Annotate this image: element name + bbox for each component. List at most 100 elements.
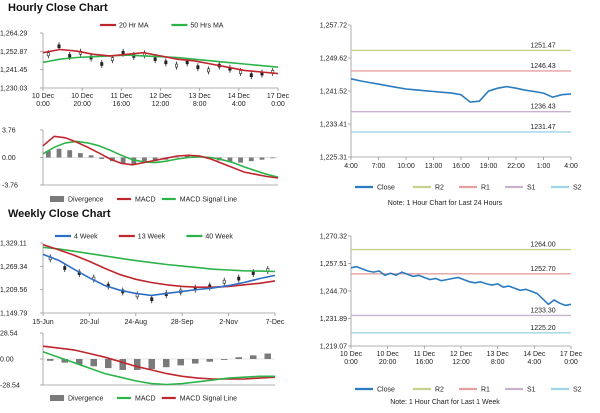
- hourly-macd-divergence-bar: [45, 150, 51, 158]
- hourly-ma-candle: [100, 62, 104, 66]
- hourly-macd-divergence-bar: [99, 157, 105, 159]
- hourly-close-xtick-label: 13:00: [425, 163, 443, 170]
- weekly-close-level-label: 1225.20: [530, 325, 555, 332]
- weekly-close-xtick-label: 20:00: [379, 359, 397, 366]
- weekly-ma-candle: [63, 266, 67, 270]
- hourly-close-level-label: 1231.47: [530, 124, 555, 131]
- weekly-ma-xtick-label: 7-Dec: [266, 319, 285, 326]
- hourly-macd-ytick-label: 0.00: [2, 155, 16, 162]
- hourly-ma-legend-label: 50 Hrs MA: [190, 23, 223, 30]
- weekly-macd-divergence-bar: [206, 359, 214, 362]
- weekly-macd-signal-line: [42, 345, 276, 380]
- hourly-ma-candle: [68, 54, 72, 58]
- weekly-macd-divergence-bar: [191, 359, 199, 364]
- hourly-macd-ytick-label: 3.76: [2, 128, 16, 135]
- weekly-section-title: Weekly Close Chart: [8, 208, 111, 220]
- hourly-ma-candle: [207, 68, 211, 73]
- weekly-ma-xtick-label: 28-Sep: [171, 319, 194, 326]
- hourly-macd-divergence-bar: [227, 157, 233, 162]
- hourly-close-legend-label: S1: [527, 185, 536, 192]
- hourly-close-xtick-label: 16:00: [452, 163, 470, 170]
- hourly-ma-candle: [249, 73, 253, 78]
- hourly-note: Note: 1 Hour Chart for Last 24 Hours: [387, 200, 503, 207]
- weekly-macd-divergence-bar: [177, 359, 185, 366]
- weekly-close-close-line: [350, 265, 572, 307]
- hourly-ma-xtick-label: 10 Dec: [32, 93, 55, 100]
- weekly-close-ytick-label: 1,231.89: [320, 316, 347, 323]
- hourly-ma-candle: [110, 57, 114, 61]
- weekly-close-xtick-label: 10 Dec: [340, 351, 363, 358]
- hourly-ma-xtick-label: 10 Dec: [71, 93, 94, 100]
- weekly-macd-ytick-label: 28.54: [0, 331, 18, 338]
- hourly-ma-xtick-label: 17 Dec: [267, 93, 290, 100]
- hourly-ma-ytick-label: 1,241.45: [0, 67, 27, 74]
- hourly-macd-divergence-bar: [88, 155, 94, 158]
- hourly-close-ytick-label: 1,241.52: [320, 89, 347, 96]
- weekly-close-xtick-label: 16:00: [416, 359, 434, 366]
- weekly-close-legend-label: S2: [573, 387, 582, 394]
- weekly-close-legend-label: S1: [527, 387, 536, 394]
- weekly-ma-40wk-line: [42, 246, 276, 273]
- hourly-close-legend-label: S2: [573, 185, 582, 192]
- hourly-macd-divergence-bar: [56, 148, 62, 158]
- hourly-ma-ytick-label: 1,264.29: [0, 31, 27, 38]
- hourly-macd-ytick-label: -3.76: [2, 183, 18, 190]
- hourly-macd-divergence-bar: [77, 153, 83, 158]
- weekly-macd-divergence-bar: [249, 355, 257, 359]
- hourly-ma-candle: [185, 60, 189, 65]
- weekly-ma-xtick-label: 2-Nov: [219, 319, 238, 326]
- hourly-close-ytick-label: 1,225.31: [320, 155, 347, 162]
- hourly-ma-50hr-line: [42, 54, 279, 68]
- hourly-ma-ytick-label: 1,230.03: [0, 86, 27, 93]
- weekly-close-xtick-label: 0:00: [564, 359, 578, 366]
- hourly-ma-xtick-label: 14 Dec: [228, 93, 251, 100]
- hourly-close-legend-label: Close: [377, 185, 395, 192]
- hourly-close-legend-label: R2: [435, 185, 444, 192]
- weekly-close-xtick-label: 12 Dec: [450, 351, 473, 358]
- weekly-close-level-label: 1252.70: [530, 266, 555, 273]
- weekly-macd-divergence-bar: [148, 359, 156, 370]
- weekly-close-level-label: 1233.30: [530, 307, 555, 314]
- hourly-ma-candle: [57, 44, 61, 49]
- hourly-ma-xtick-label: 20:00: [73, 101, 91, 108]
- hourly-macd-legend-swatch: [50, 196, 64, 202]
- weekly-close-xtick-label: 10 Dec: [377, 351, 400, 358]
- weekly-macd-divergence-bar: [75, 359, 83, 365]
- weekly-ma-xtick-label: 15-Jun: [32, 319, 54, 326]
- weekly-ma-ytick-label: 1,329.11: [0, 241, 27, 248]
- hourly-ma-ytick-label: 1,252.87: [0, 49, 27, 56]
- weekly-close-legend-label: R2: [435, 387, 444, 394]
- weekly-close-ytick-label: 1,219.07: [320, 344, 347, 351]
- weekly-macd-divergence-bar: [162, 359, 170, 368]
- hourly-close-xtick-label: 4:00: [344, 163, 358, 170]
- hourly-macd-legend-label: MACD Signal Line: [180, 197, 237, 204]
- hourly-ma-xtick-label: 12:00: [152, 101, 170, 108]
- hourly-ma-xtick-label: 12 Dec: [149, 93, 172, 100]
- hourly-close-ytick-label: 1,233.41: [320, 122, 347, 129]
- weekly-ma-ytick-label: 1,149.79: [0, 311, 27, 318]
- weekly-macd-legend-label: MACD: [135, 396, 156, 403]
- hourly-close-xtick-label: 22:00: [507, 163, 525, 170]
- hourly-close-level-label: 1236.43: [530, 104, 555, 111]
- weekly-close-xtick-label: 8:00: [491, 359, 505, 366]
- hourly-ma-20hr-line: [42, 48, 279, 75]
- weekly-ma-4wk-line: [42, 253, 276, 297]
- hourly-macd-divergence-bar: [184, 155, 190, 158]
- weekly-macd-divergence-bar: [46, 359, 54, 361]
- hourly-close-ytick-label: 1,249.62: [320, 56, 347, 63]
- weekly-close-xtick-label: 4:00: [528, 359, 542, 366]
- weekly-macd-ytick-label: -28.54: [0, 383, 20, 390]
- hourly-macd-divergence-bar: [120, 157, 126, 164]
- hourly-close-ytick-label: 1,257.72: [320, 23, 347, 30]
- hourly-macd-divergence-bar: [142, 157, 147, 163]
- weekly-macd-legend-label: Divergence: [68, 396, 104, 403]
- hourly-close-xtick-label: 4:00: [564, 163, 578, 170]
- weekly-close-xtick-label: 12:00: [452, 359, 470, 366]
- hourly-ma-candle: [239, 70, 243, 74]
- weekly-macd-line: [42, 350, 275, 386]
- weekly-ma-candle: [150, 297, 154, 302]
- weekly-close-ytick-label: 1,244.70: [320, 289, 347, 296]
- hourly-macd-divergence-bar: [174, 156, 179, 158]
- weekly-ma-13wk-line: [42, 243, 276, 289]
